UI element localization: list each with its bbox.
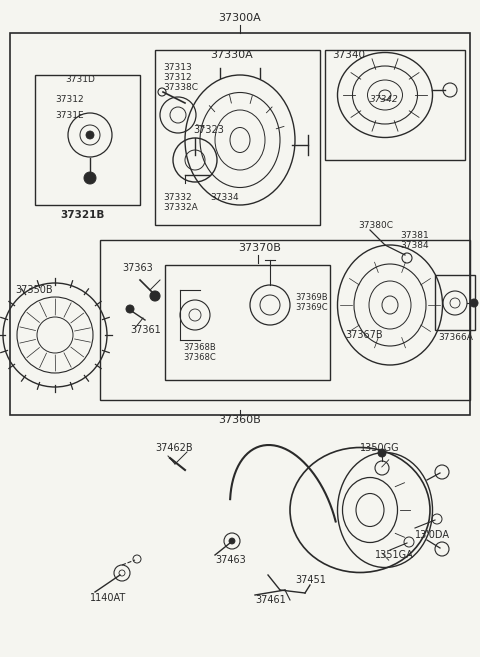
Bar [35, 75, 140, 205]
Circle shape [84, 172, 96, 184]
Text: 37313: 37313 [163, 62, 192, 72]
Text: 37300A: 37300A [218, 13, 262, 23]
Circle shape [470, 299, 478, 307]
Text: 1140AT: 1140AT [90, 593, 126, 603]
Text: 13'0DA: 13'0DA [415, 530, 450, 540]
Text: 37381: 37381 [400, 231, 429, 240]
Circle shape [150, 291, 160, 301]
Text: 37350B: 37350B [15, 285, 53, 295]
Circle shape [229, 538, 235, 544]
Text: 37462B: 37462B [155, 443, 192, 453]
Text: 37332: 37332 [163, 193, 192, 202]
Text: 3731E: 3731E [55, 110, 84, 120]
Text: 37312: 37312 [55, 95, 84, 104]
Bar [435, 275, 475, 330]
Text: 37323: 37323 [193, 125, 224, 135]
Text: 37380C: 37380C [358, 221, 393, 229]
Text: 37340: 37340 [332, 50, 365, 60]
Text: 37342: 37342 [370, 95, 399, 104]
Bar [10, 33, 470, 415]
Bar [165, 265, 330, 380]
Bar [100, 240, 470, 400]
Text: 37461: 37461 [255, 595, 286, 605]
Text: 37363: 37363 [122, 263, 153, 273]
Bar [325, 50, 465, 160]
Text: 37384: 37384 [400, 240, 429, 250]
Text: 37368B: 37368B [183, 344, 216, 353]
Text: 1350GG: 1350GG [360, 443, 400, 453]
Text: 37332A: 37332A [163, 202, 198, 212]
Text: 37367B: 37367B [345, 330, 383, 340]
Text: 37321B: 37321B [60, 210, 104, 220]
Text: 3731D: 3731D [65, 76, 95, 85]
Text: 37369C: 37369C [295, 304, 328, 313]
Text: 37463: 37463 [215, 555, 246, 565]
Text: 37451: 37451 [295, 575, 326, 585]
Text: 37334: 37334 [210, 193, 239, 202]
Text: 1351GA: 1351GA [375, 550, 414, 560]
Circle shape [378, 449, 386, 457]
Text: 37366A: 37366A [438, 334, 473, 342]
Circle shape [86, 131, 94, 139]
Text: 37361: 37361 [130, 325, 161, 335]
Text: 37369B: 37369B [295, 294, 328, 302]
Text: 37368C: 37368C [183, 353, 216, 363]
Text: 37312: 37312 [163, 72, 192, 81]
Text: 37370B: 37370B [238, 243, 281, 253]
Text: 37338C: 37338C [163, 83, 198, 91]
Bar [155, 50, 320, 225]
Text: 37330A: 37330A [210, 50, 253, 60]
Circle shape [126, 305, 134, 313]
Text: 37360B: 37360B [218, 415, 262, 425]
